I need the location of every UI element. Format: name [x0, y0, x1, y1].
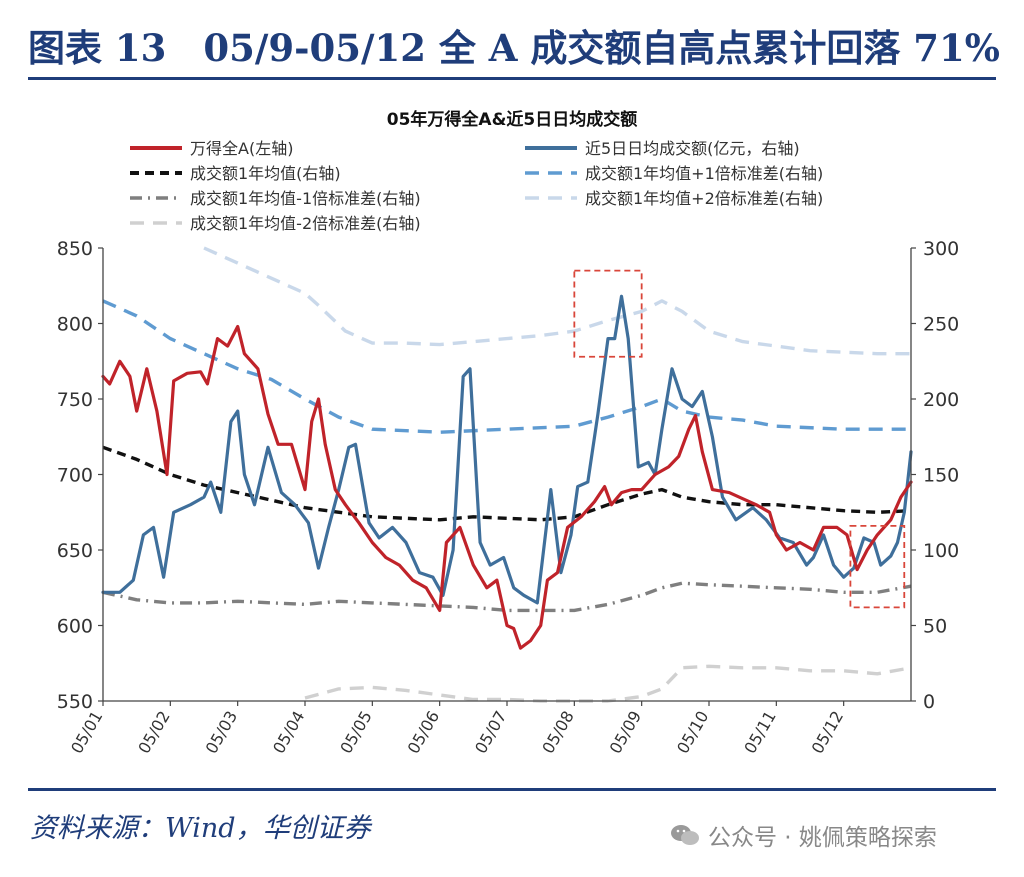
series-line: [102, 299, 911, 434]
highlight-boxes: [573, 269, 906, 609]
highlight-box-recent: [849, 524, 906, 609]
x-tick-label: 05/07: [471, 708, 511, 757]
y-left-tick-label: 700: [57, 465, 93, 487]
y-right-tick-label: 100: [923, 540, 959, 562]
x-tick-label: 05/04: [269, 708, 309, 757]
x-tick-label: 05/01: [67, 708, 107, 757]
x-tick-label: 05/02: [134, 708, 174, 757]
series-lines: [101, 246, 913, 703]
y-right-tick-label: 150: [923, 465, 959, 487]
y-right-tick-label: 300: [923, 238, 959, 260]
legend-label: 成交额1年均值-1倍标准差(右轴): [190, 189, 421, 208]
legend-label: 成交额1年均值+2倍标准差(右轴): [585, 189, 823, 208]
y-left-tick-label: 850: [57, 238, 93, 260]
x-tick-label: 05/12: [808, 708, 848, 757]
y-left-tick-label: 750: [57, 389, 93, 411]
y-right-tick-label: 200: [923, 389, 959, 411]
y-left-tick-label: 650: [57, 540, 93, 562]
y-right-tick-label: 250: [923, 314, 959, 336]
chart-legend: 万得全A(左轴) 近5日日均成交额(亿元，右轴) 成交额1年均值(右轴) 成交额1年均…: [130, 139, 823, 233]
series-line: [102, 581, 912, 613]
x-tick-label: 05/08: [538, 708, 578, 757]
x-tick-label: 05/06: [404, 708, 444, 757]
y-right-tick-label: 0: [923, 691, 935, 713]
top-rule: [28, 77, 996, 80]
watermark-text: 公众号 · 姚佩策略探索: [708, 825, 937, 851]
x-tick-label: 05/11: [740, 708, 780, 757]
series-line: [304, 664, 912, 703]
chart-title: 05年万得全A&近5日日均成交额: [387, 109, 637, 130]
series-line: [101, 324, 913, 650]
legend-label: 万得全A(左轴): [190, 139, 293, 158]
series-line: [203, 246, 911, 356]
legend-label: 成交额1年均值+1倍标准差(右轴): [585, 164, 823, 183]
x-tick-label: 05/09: [606, 708, 646, 757]
highlight-box-peak: [573, 269, 643, 358]
x-tick-label: 05/10: [673, 708, 713, 757]
y-left-tick-label: 550: [57, 691, 93, 713]
source-note: 资料来源：Wind，华创证券: [30, 813, 371, 844]
bottom-rule: [28, 788, 996, 791]
y-right-tick-label: 50: [923, 616, 947, 638]
figure-title: 图表 13 05/9-05/12 全 A 成交额自高点累计回落 71%: [28, 26, 1000, 70]
y-left-tick-label: 800: [57, 314, 93, 336]
legend-label: 近5日日均成交额(亿元，右轴): [585, 139, 800, 158]
y-left-tick-label: 600: [57, 616, 93, 638]
x-tick-label: 05/03: [202, 708, 242, 757]
wechat-icon: [671, 825, 699, 845]
watermark: 公众号 · 姚佩策略探索: [670, 818, 937, 852]
axes: 550 600 650 700 750 800 850 0 50 100 150 200 250 300 0…: [57, 238, 960, 757]
legend-label: 成交额1年均值(右轴): [190, 164, 341, 183]
x-tick-label: 05/05: [336, 708, 376, 757]
chart: 05年万得全A&近5日日均成交额 万得全A(左轴) 近5日日均成交额(亿元，右轴)…: [57, 109, 960, 757]
legend-label: 成交额1年均值-2倍标准差(右轴): [190, 214, 421, 233]
